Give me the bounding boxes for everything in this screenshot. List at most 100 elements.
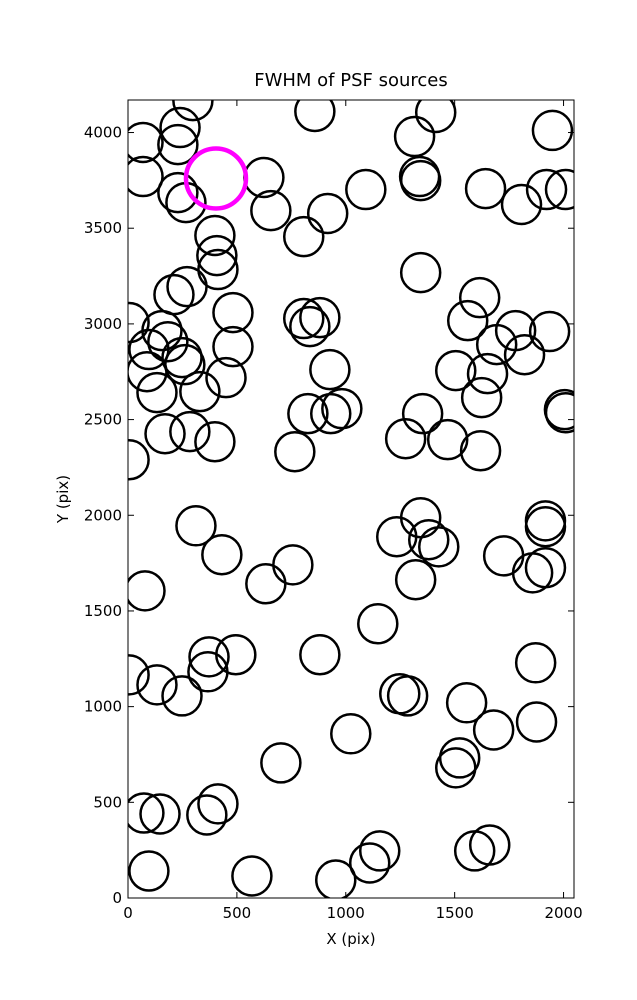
- x-tick-label: 2000: [544, 904, 582, 922]
- source-circle: [528, 310, 571, 353]
- source-circle: [272, 544, 314, 586]
- plot-area: [128, 100, 574, 898]
- source-circle: [128, 654, 150, 696]
- source-circle: [407, 519, 450, 561]
- source-circle: [460, 376, 503, 419]
- y-tick-label: 1500: [84, 602, 122, 620]
- source-circle: [197, 783, 239, 825]
- source-circle: [179, 370, 221, 413]
- source-circle: [128, 155, 164, 198]
- source-circle: [157, 171, 199, 214]
- source-circle: [472, 709, 515, 751]
- source-circle: [459, 430, 502, 472]
- source-circle: [186, 794, 228, 836]
- source-circle: [245, 563, 287, 605]
- source-circle: [164, 343, 206, 386]
- source-circle: [250, 189, 292, 232]
- y-tick-label: 4000: [84, 124, 122, 142]
- source-circle: [399, 251, 442, 294]
- source-circle: [393, 115, 436, 158]
- source-circle: [531, 109, 574, 152]
- source-circle: [426, 418, 469, 461]
- source-circle: [524, 505, 567, 548]
- source-circle: [464, 167, 507, 210]
- source-circle: [543, 388, 574, 431]
- source-circle: [458, 276, 501, 319]
- y-tick-label: 0: [112, 889, 122, 907]
- source-circle: [500, 183, 543, 226]
- source-circle: [482, 535, 525, 577]
- source-circle: [386, 675, 429, 717]
- source-circle: [466, 352, 509, 395]
- source-circle: [194, 214, 236, 257]
- plot-frame: [127, 99, 575, 899]
- source-circle: [445, 682, 488, 724]
- source-circle: [358, 830, 401, 872]
- source-circle: [446, 299, 489, 342]
- source-circle: [544, 168, 574, 211]
- source-circle: [144, 412, 186, 455]
- x-tick-label: 500: [223, 904, 252, 922]
- source-circle: [212, 325, 254, 368]
- source-circle: [299, 634, 341, 676]
- source-circle: [494, 309, 537, 352]
- source-circle: [172, 100, 214, 122]
- source-circle: [128, 850, 170, 892]
- y-axis-label: Y (pix): [54, 475, 72, 524]
- source-circle: [345, 168, 387, 211]
- source-circle: [524, 546, 567, 589]
- source-circle: [136, 664, 178, 706]
- source-circle: [503, 333, 546, 376]
- x-tick-label: 0: [123, 904, 133, 922]
- source-circle: [194, 421, 236, 463]
- source-circle: [205, 356, 247, 399]
- source-circle: [157, 123, 199, 166]
- source-circle: [384, 417, 427, 460]
- y-tick-label: 500: [93, 793, 122, 811]
- source-circle: [434, 349, 477, 392]
- source-circle: [306, 192, 349, 235]
- source-circle: [379, 673, 421, 715]
- source-circle: [357, 603, 399, 645]
- source-circle: [309, 348, 351, 391]
- source-circle: [315, 859, 357, 898]
- source-circle: [128, 121, 164, 164]
- source-circle: [399, 497, 442, 539]
- source-circle: [514, 642, 557, 684]
- source-circle: [212, 291, 254, 334]
- source-circle: [394, 559, 437, 601]
- source-circle: [215, 634, 257, 676]
- source-circle: [136, 371, 178, 414]
- source-circle: [289, 305, 331, 348]
- source-circle: [161, 675, 203, 717]
- source-circle: [175, 505, 217, 547]
- x-axis-label: X (pix): [326, 930, 375, 948]
- source-circle: [260, 742, 302, 784]
- source-circle: [294, 100, 336, 133]
- source-circle: [398, 155, 441, 198]
- source-circle: [282, 297, 325, 340]
- chart-title: FWHM of PSF sources: [254, 70, 448, 91]
- source-circle: [468, 824, 511, 866]
- source-circle: [128, 301, 150, 344]
- x-tick-label: 1500: [436, 904, 474, 922]
- source-circle: [399, 159, 442, 202]
- source-circle: [544, 391, 574, 434]
- source-circle: [201, 533, 243, 576]
- source-circle: [287, 392, 329, 435]
- x-tick-label: 1000: [327, 904, 365, 922]
- source-circle: [274, 430, 316, 473]
- source-circle: [348, 842, 391, 884]
- source-circle: [166, 265, 208, 308]
- y-tick-label: 2500: [84, 411, 122, 429]
- y-tick-label: 3000: [84, 315, 122, 333]
- source-circle: [161, 336, 203, 379]
- source-circle: [128, 439, 150, 481]
- source-circle: [128, 328, 170, 371]
- source-circle: [147, 320, 189, 363]
- source-circle: [418, 526, 460, 568]
- source-circle: [401, 392, 444, 435]
- y-tick-label: 1000: [84, 698, 122, 716]
- y-tick-label: 3500: [84, 219, 122, 237]
